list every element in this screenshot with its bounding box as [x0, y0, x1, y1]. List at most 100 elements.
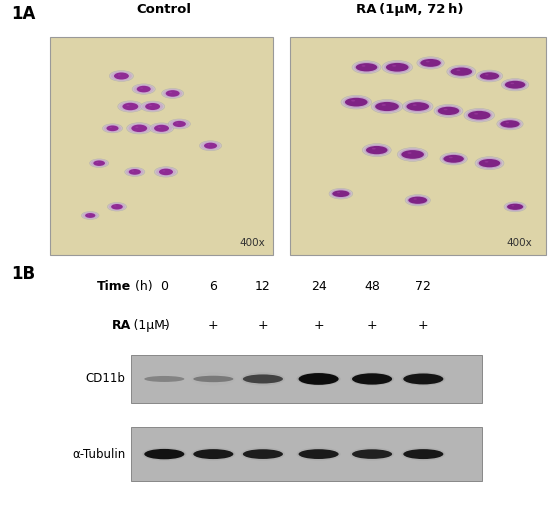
Text: RA (1μM, 72 h): RA (1μM, 72 h) [356, 3, 463, 16]
Ellipse shape [384, 62, 411, 73]
Ellipse shape [403, 374, 443, 384]
Ellipse shape [296, 447, 341, 461]
Ellipse shape [371, 99, 403, 114]
Ellipse shape [296, 372, 341, 385]
Ellipse shape [331, 189, 351, 198]
Ellipse shape [120, 102, 141, 111]
Ellipse shape [362, 143, 391, 157]
Ellipse shape [299, 449, 339, 459]
Ellipse shape [343, 96, 369, 108]
Ellipse shape [364, 144, 389, 156]
Text: (h): (h) [131, 280, 153, 293]
Ellipse shape [149, 123, 174, 134]
Ellipse shape [510, 83, 514, 84]
Text: +: + [257, 319, 268, 332]
Ellipse shape [507, 204, 523, 210]
Ellipse shape [173, 121, 186, 127]
Ellipse shape [191, 447, 236, 461]
Ellipse shape [417, 57, 444, 69]
Ellipse shape [87, 214, 90, 215]
Ellipse shape [193, 376, 233, 382]
Ellipse shape [329, 188, 353, 199]
Ellipse shape [464, 109, 495, 122]
Ellipse shape [126, 168, 144, 176]
Text: 12: 12 [255, 280, 271, 293]
Ellipse shape [163, 170, 165, 172]
Ellipse shape [118, 74, 121, 76]
Ellipse shape [156, 168, 176, 176]
Ellipse shape [118, 101, 143, 112]
Ellipse shape [504, 79, 527, 90]
Ellipse shape [126, 105, 130, 106]
Ellipse shape [132, 171, 134, 172]
Ellipse shape [500, 120, 520, 128]
Text: (1μM): (1μM) [131, 319, 170, 332]
Ellipse shape [442, 154, 466, 164]
Ellipse shape [478, 71, 501, 81]
Ellipse shape [511, 205, 514, 207]
Ellipse shape [506, 203, 525, 211]
Ellipse shape [474, 113, 478, 115]
Ellipse shape [405, 194, 431, 206]
Ellipse shape [505, 81, 525, 89]
Ellipse shape [419, 58, 442, 68]
Ellipse shape [149, 105, 152, 106]
Ellipse shape [361, 65, 365, 67]
Ellipse shape [151, 124, 172, 133]
Ellipse shape [106, 125, 119, 131]
Ellipse shape [434, 105, 463, 117]
Ellipse shape [403, 99, 433, 114]
Text: CD11b: CD11b [85, 373, 125, 385]
Ellipse shape [382, 104, 386, 106]
Ellipse shape [111, 204, 123, 210]
Text: 1A: 1A [11, 5, 36, 23]
Ellipse shape [132, 84, 155, 94]
Ellipse shape [413, 198, 417, 199]
Ellipse shape [108, 203, 126, 211]
Ellipse shape [352, 61, 381, 74]
Text: RA: RA [111, 319, 131, 332]
Text: 0: 0 [160, 280, 168, 293]
Ellipse shape [352, 449, 392, 459]
Ellipse shape [85, 213, 95, 218]
Ellipse shape [392, 65, 396, 67]
Ellipse shape [126, 123, 152, 134]
Ellipse shape [475, 157, 504, 170]
Ellipse shape [123, 103, 138, 110]
Text: +: + [418, 319, 429, 332]
Ellipse shape [438, 107, 460, 115]
Ellipse shape [449, 66, 474, 77]
Ellipse shape [397, 147, 428, 161]
Ellipse shape [241, 447, 285, 461]
Ellipse shape [497, 118, 523, 130]
Ellipse shape [140, 87, 143, 89]
Ellipse shape [110, 127, 112, 128]
Ellipse shape [401, 372, 446, 385]
Ellipse shape [426, 61, 429, 63]
Ellipse shape [466, 110, 492, 121]
Text: -: - [162, 319, 167, 332]
Ellipse shape [170, 120, 189, 128]
Ellipse shape [176, 123, 179, 124]
Text: 400x: 400x [240, 238, 265, 248]
Ellipse shape [407, 195, 429, 205]
Text: 48: 48 [364, 280, 380, 293]
Ellipse shape [375, 102, 399, 111]
Bar [290, 37, 546, 255]
Ellipse shape [372, 148, 376, 149]
Ellipse shape [345, 98, 368, 107]
Ellipse shape [144, 449, 184, 459]
Text: α-Tubulin: α-Tubulin [72, 447, 125, 461]
Ellipse shape [408, 196, 427, 204]
Ellipse shape [114, 72, 129, 79]
Ellipse shape [82, 212, 98, 219]
Ellipse shape [102, 124, 123, 133]
Ellipse shape [401, 150, 424, 159]
Ellipse shape [241, 372, 285, 385]
Ellipse shape [468, 111, 491, 120]
Ellipse shape [451, 68, 472, 76]
Ellipse shape [408, 152, 412, 154]
Text: 72: 72 [416, 280, 431, 293]
Ellipse shape [401, 447, 446, 461]
Bar [50, 37, 273, 255]
